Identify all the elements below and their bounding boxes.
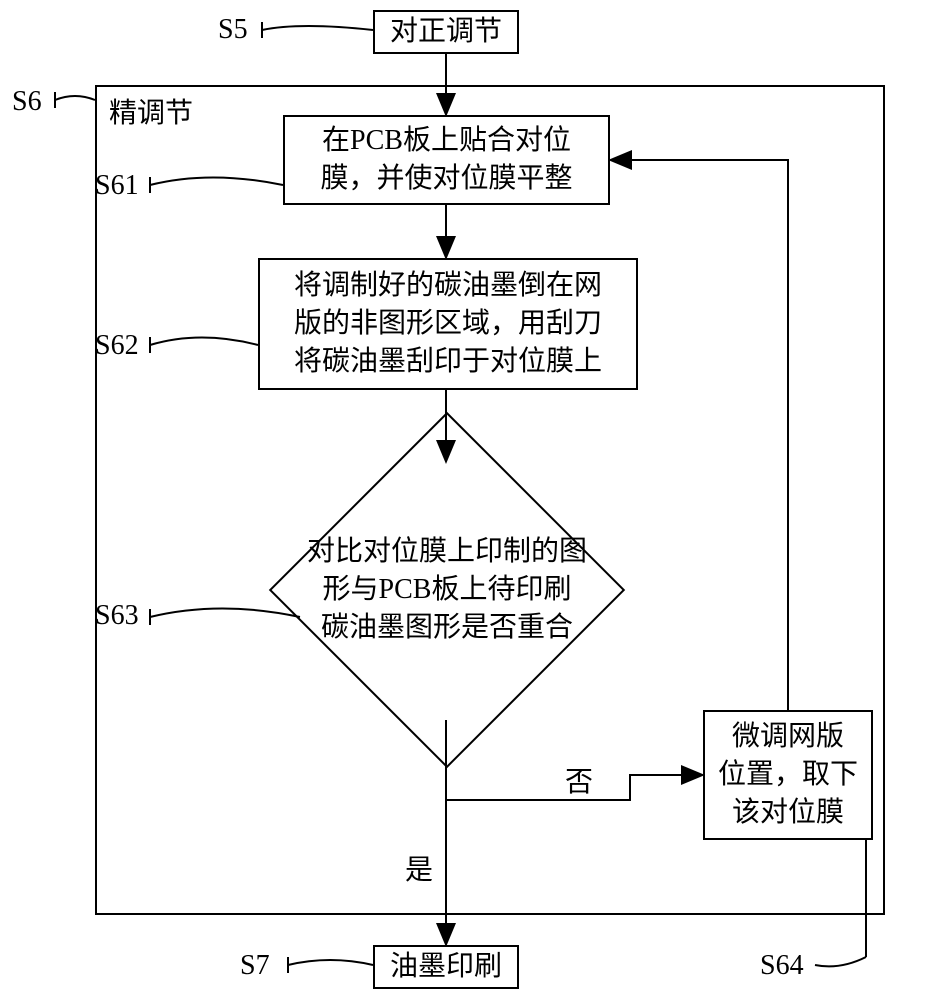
label-no: 否 xyxy=(565,760,593,800)
label-yes: 是 xyxy=(405,848,433,888)
node-s5: 对正调节 xyxy=(373,10,519,54)
label-s62: S62 xyxy=(95,330,139,362)
label-s7: S7 xyxy=(240,950,270,982)
node-s64: 微调网版 位置，取下 该对位膜 xyxy=(703,710,873,840)
node-s7: 油墨印刷 xyxy=(373,945,519,989)
label-s64: S64 xyxy=(760,950,804,982)
node-s63: 对比对位膜上印制的图 形与PCB板上待印刷 碳油墨图形是否重合 xyxy=(269,412,625,768)
label-s63: S63 xyxy=(95,600,139,632)
diagram-canvas: 对正调节 精调节 在PCB板上贴合对位 膜，并使对位膜平整 将调制好的碳油墨倒在… xyxy=(0,0,941,1000)
node-s5-text: 对正调节 xyxy=(390,13,502,51)
label-s6: S6 xyxy=(12,86,42,118)
node-s62: 将调制好的碳油墨倒在网 版的非图形区域，用刮刀 将碳油墨刮印于对位膜上 xyxy=(258,258,638,390)
label-s61: S61 xyxy=(95,170,139,202)
node-s61: 在PCB板上贴合对位 膜，并使对位膜平整 xyxy=(283,115,610,205)
node-s63-text: 对比对位膜上印制的图 形与PCB板上待印刷 碳油墨图形是否重合 xyxy=(269,412,625,768)
node-s62-text: 将调制好的碳油墨倒在网 版的非图形区域，用刮刀 将碳油墨刮印于对位膜上 xyxy=(294,267,602,380)
label-s5: S5 xyxy=(218,14,248,46)
node-s64-text: 微调网版 位置，取下 该对位膜 xyxy=(718,718,858,831)
node-s7-text: 油墨印刷 xyxy=(390,948,502,986)
node-s61-text: 在PCB板上贴合对位 膜，并使对位膜平整 xyxy=(320,122,572,198)
s6-frame-title: 精调节 xyxy=(109,95,193,133)
